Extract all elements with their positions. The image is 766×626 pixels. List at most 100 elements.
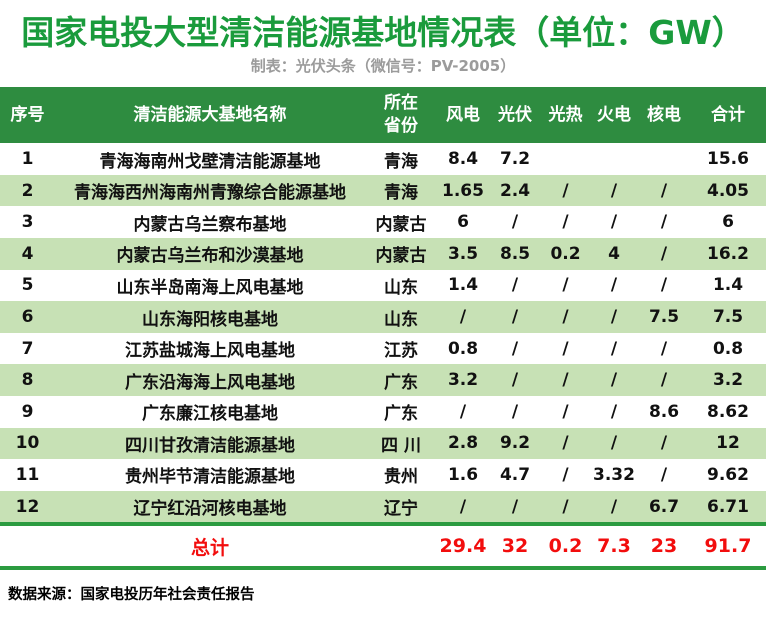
table-cell: 山东半岛南海上风电基地 (116, 277, 304, 298)
column-header-label: 清洁能源大基地名称 (133, 104, 287, 125)
table-cell: 4.05 (707, 180, 749, 201)
table-cell: / (562, 212, 569, 233)
table-cell: 2.4 (499, 180, 531, 201)
table-cell: / (660, 180, 668, 201)
total-cell: 91.7 (690, 522, 766, 571)
table-cell: / (562, 275, 569, 296)
column-header: 光热 (541, 87, 590, 144)
total-row: 总计 29.4 32 0.2 7.3 23 91.7 (0, 522, 766, 571)
table-cell: / (562, 180, 569, 201)
header-row: 序号 清洁能源大基地名称 所在省份 风电 光伏 光热 火电 核电 合计 (0, 87, 766, 144)
table-cell: / (610, 370, 618, 391)
table-body: 1 青海海南州戈壁清洁能源基地 青海 8.4 7.2 15.6 2 青海海西州海南州青豫综合能… (0, 143, 766, 525)
table-cell: 6.7 (648, 496, 680, 517)
table-cell: 四 川 (381, 435, 421, 456)
table-cell: 8.4 (447, 149, 479, 170)
table-cell: 3.2 (447, 370, 479, 391)
table-cell: 山东 (384, 309, 418, 330)
table-cell: / (562, 370, 569, 391)
total-cell (365, 522, 437, 571)
table-cell: 广东 (384, 404, 418, 425)
table-cell: / (660, 275, 668, 296)
column-header: 所在省份 (365, 87, 437, 144)
table-cell: / (562, 464, 569, 485)
table-cell: 1.4 (447, 275, 479, 296)
table-cell: / (660, 212, 668, 233)
table-cell: 0.8 (712, 338, 744, 359)
total-cell: 7.3 (590, 522, 638, 571)
table-cell: / (511, 370, 519, 391)
table-cell: 山东 (384, 277, 418, 298)
table-row: 4 内蒙古乌兰布和沙漠基地 内蒙古 3.5 8.5 0.2 4 / 16.2 (0, 238, 766, 270)
table-cell: 贵州 (384, 467, 418, 488)
table-cell: 1.4 (712, 275, 744, 296)
table-row: 7 江苏盐城海上风电基地 江苏 0.8 / / / / 0.8 (0, 333, 766, 365)
column-header-label: 合计 (711, 104, 745, 125)
table-cell: / (511, 338, 519, 359)
table-cell: / (459, 401, 467, 422)
table-row: 3 内蒙古乌兰察布基地 内蒙古 6 / / / / 6 (0, 206, 766, 238)
table-cell: 3.32 (593, 464, 635, 485)
table-row: 1 青海海南州戈壁清洁能源基地 青海 8.4 7.2 15.6 (0, 143, 766, 175)
table-cell: 9 (21, 401, 34, 422)
table-cell: 青海海西州海南州青豫综合能源基地 (74, 183, 346, 204)
table-cell: 广东 (384, 372, 418, 393)
table-cell: 7.2 (499, 149, 531, 170)
table-cell: 1.65 (442, 180, 484, 201)
column-header: 序号 (0, 87, 55, 144)
table-cell: / (610, 433, 618, 454)
table-cell: 广东廉江核电基地 (142, 404, 278, 425)
table-cell: / (459, 496, 467, 517)
table-cell: 6 (21, 307, 34, 328)
table-cell: 11 (15, 464, 40, 485)
page-subtitle: 制表：光伏头条（微信号：PV-2005） (250, 57, 516, 76)
total-cell: 32 (489, 522, 541, 571)
table-cell: 内蒙古 (375, 214, 427, 235)
table-cell: 6 (722, 212, 734, 233)
table-cell: 9.2 (499, 433, 531, 454)
table-cell: 江苏盐城海上风电基地 (125, 341, 295, 362)
column-header: 合计 (690, 87, 766, 144)
column-header-label: 序号 (10, 104, 45, 125)
table-cell: / (660, 464, 668, 485)
table-cell: 12 (716, 433, 740, 454)
table-cell: 内蒙古乌兰布和沙漠基地 (116, 246, 304, 267)
table-cell: 内蒙古乌兰察布基地 (133, 214, 287, 235)
column-header: 风电 (437, 87, 489, 144)
table-row: 9 广东廉江核电基地 广东 / / / / 8.6 8.62 (0, 396, 766, 428)
table-cell: 4 (21, 243, 34, 264)
table-cell: / (610, 496, 618, 517)
column-header: 光伏 (489, 87, 541, 144)
table-row: 11 贵州毕节清洁能源基地 贵州 1.6 4.7 / 3.32 / 9.62 (0, 459, 766, 491)
table-cell: / (511, 496, 519, 517)
table-row: 12 辽宁红沿河核电基地 辽宁 / / / / 6.7 6.71 (0, 490, 766, 525)
table-cell: 广东沿海海上风电基地 (125, 372, 295, 393)
column-header-label: 所在省份 (383, 93, 418, 137)
table-cell: 四川甘孜清洁能源基地 (125, 435, 295, 456)
table-cell: / (610, 338, 618, 359)
table-cell: 贵州毕节清洁能源基地 (125, 467, 295, 488)
column-header: 核电 (638, 87, 690, 144)
table-cell: 辽宁 (384, 499, 418, 520)
table-cell: 3.2 (712, 370, 744, 391)
table-cell: 3 (21, 212, 34, 233)
table-cell: / (660, 433, 668, 454)
table-cell: 6 (457, 212, 469, 233)
data-source-note: 数据来源：国家电投历年社会责任报告 (8, 587, 255, 604)
table-cell: / (562, 307, 569, 328)
total-cell: 0.2 (541, 522, 590, 571)
column-header-label: 核电 (647, 104, 681, 125)
table-cell: 8 (21, 370, 34, 391)
table-cell: 6.71 (707, 496, 749, 517)
table-cell: / (562, 433, 569, 454)
table-cell: 0.8 (447, 338, 479, 359)
table-cell: 0.2 (550, 243, 581, 264)
table-total-row: 总计 29.4 32 0.2 7.3 23 91.7 (0, 522, 766, 571)
table-cell: 青海 (384, 183, 418, 204)
total-cell: 29.4 (437, 522, 489, 571)
total-cell (0, 522, 55, 571)
total-cell: 总计 (55, 522, 365, 571)
table-row: 10 四川甘孜清洁能源基地 四 川 2.8 9.2 / / / 12 (0, 427, 766, 460)
table-cell: / (562, 401, 569, 422)
table-cell: 9.62 (707, 464, 749, 485)
